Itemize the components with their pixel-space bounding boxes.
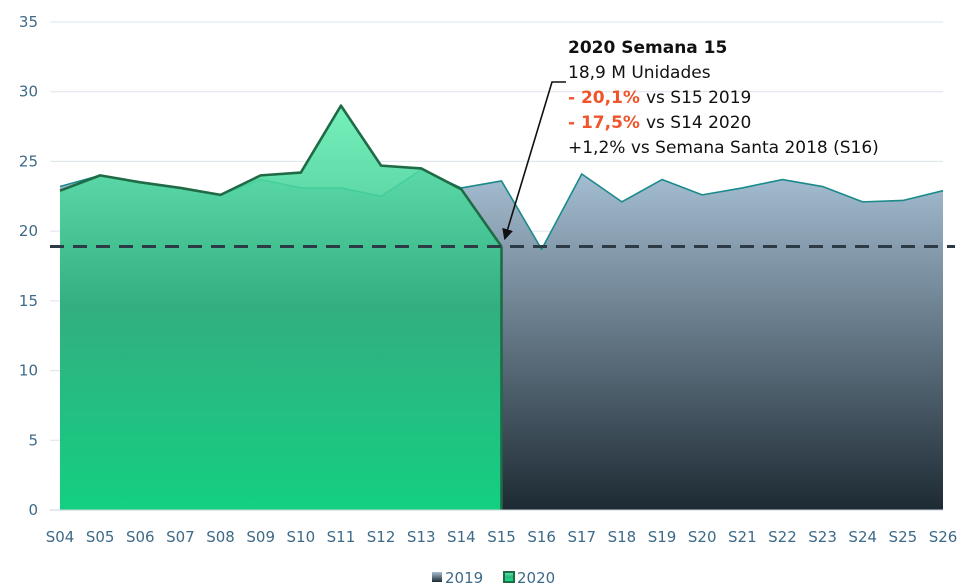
change: - 17,5% [568, 113, 640, 133]
legend-label: 2020 [517, 569, 555, 587]
area [60, 105, 502, 511]
comparison-text: vs S15 2019 [646, 88, 751, 108]
x-tick-label: S26 [929, 528, 958, 546]
y-tick-label: 0 [28, 501, 38, 519]
y-tick-label: 35 [19, 13, 38, 31]
x-tick-label: S18 [608, 528, 637, 546]
legend: 2019 2020 [432, 569, 555, 587]
y-tick-label: 5 [28, 431, 38, 449]
x-tick-label: S20 [688, 528, 717, 546]
x-tick-label: S16 [527, 528, 556, 546]
x-tick-label: S05 [86, 528, 115, 546]
x-tick-label: S06 [126, 528, 155, 546]
x-tick-label: S14 [447, 528, 476, 546]
x-tick-label: S11 [327, 528, 356, 546]
x-tick-label: S17 [567, 528, 596, 546]
x-tick-label: S24 [848, 528, 877, 546]
y-tick-label: 20 [19, 222, 38, 240]
annotation: 2020 Semana 15 18,9 M Unidades - 20,1% vs… [502, 38, 879, 241]
legend-swatch [432, 572, 442, 582]
legend-swatch [503, 571, 515, 583]
x-tick-label: S08 [206, 528, 235, 546]
annotation-comparison: - 17,5% vs S14 2020 [568, 113, 751, 133]
y-tick-label: 25 [19, 152, 38, 170]
x-tick-label: S09 [246, 528, 275, 546]
x-tick-label: S21 [728, 528, 757, 546]
line [59, 104, 503, 248]
y-tick-label: 15 [19, 292, 38, 310]
y-tick-label: 10 [19, 362, 38, 380]
legend-label: 2019 [445, 569, 483, 587]
x-tick-label: S23 [808, 528, 837, 546]
x-tick-label: S15 [487, 528, 516, 546]
x-tick-label: S25 [889, 528, 918, 546]
annotation-text: 18,9 M Unidades [568, 63, 711, 83]
x-tick-label: S07 [166, 528, 195, 546]
x-tick-label: S10 [287, 528, 316, 546]
annotation-note: +1,2% vs Semana Santa 2018 (S16) [568, 138, 879, 158]
y-tick-label: 30 [19, 83, 38, 101]
annotation-title: 2020 Semana 15 [568, 38, 727, 58]
change: - 20,1% [568, 88, 640, 108]
x-tick-label: S22 [768, 528, 797, 546]
annotation-arrow [502, 81, 566, 241]
x-tick-label: S13 [407, 528, 436, 546]
x-tick-label: S12 [367, 528, 396, 546]
x-tick-label: S04 [46, 528, 75, 546]
x-tick-label: S19 [648, 528, 677, 546]
plot [50, 104, 955, 511]
annotation-comparison: - 20,1% vs S15 2019 [568, 88, 751, 108]
comparison-text: vs S14 2020 [646, 113, 751, 133]
